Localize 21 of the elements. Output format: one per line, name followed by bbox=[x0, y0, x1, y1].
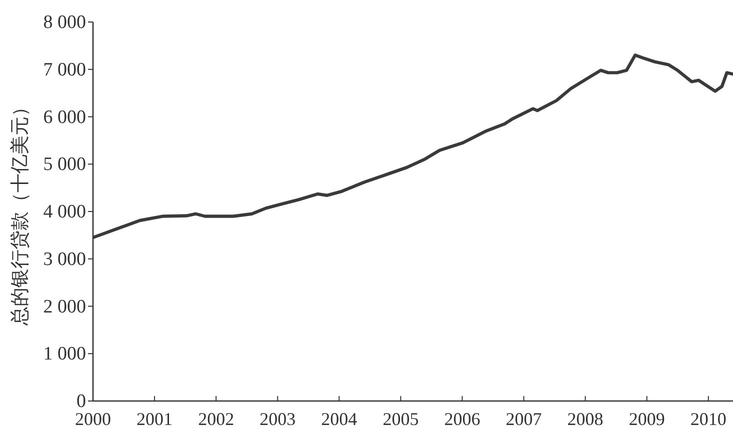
y-tick-label: 4 000 bbox=[43, 202, 86, 222]
x-tick-label: 2006 bbox=[444, 409, 480, 429]
y-tick-label: 5 000 bbox=[43, 154, 86, 176]
x-tick-label: 2008 bbox=[567, 409, 604, 429]
x-tick-label: 2010 bbox=[690, 409, 726, 429]
x-tick-label: 2001 bbox=[136, 409, 173, 429]
y-tick-label: 0 bbox=[76, 391, 86, 412]
y-tick-label: 2 000 bbox=[43, 296, 86, 318]
y-tick-label: 3 000 bbox=[43, 248, 86, 270]
x-tick-label: 2002 bbox=[198, 409, 234, 429]
y-tick-label: 1 000 bbox=[43, 344, 86, 365]
y-axis-title: 总的银行贷款（十亿美元） bbox=[9, 98, 31, 326]
x-tick-label: 2007 bbox=[506, 409, 542, 429]
y-tick-label: 7 000 bbox=[43, 59, 86, 80]
y-tick-label: 6 000 bbox=[43, 106, 86, 128]
x-tick-label: 2004 bbox=[321, 409, 358, 429]
y-tick-label: 8 000 bbox=[43, 12, 86, 33]
x-tick-label: 2003 bbox=[260, 409, 296, 429]
x-tick-label: 2005 bbox=[382, 409, 419, 429]
x-tick-label: 2009 bbox=[628, 409, 665, 429]
x-tick-label: 2000 bbox=[75, 409, 111, 429]
